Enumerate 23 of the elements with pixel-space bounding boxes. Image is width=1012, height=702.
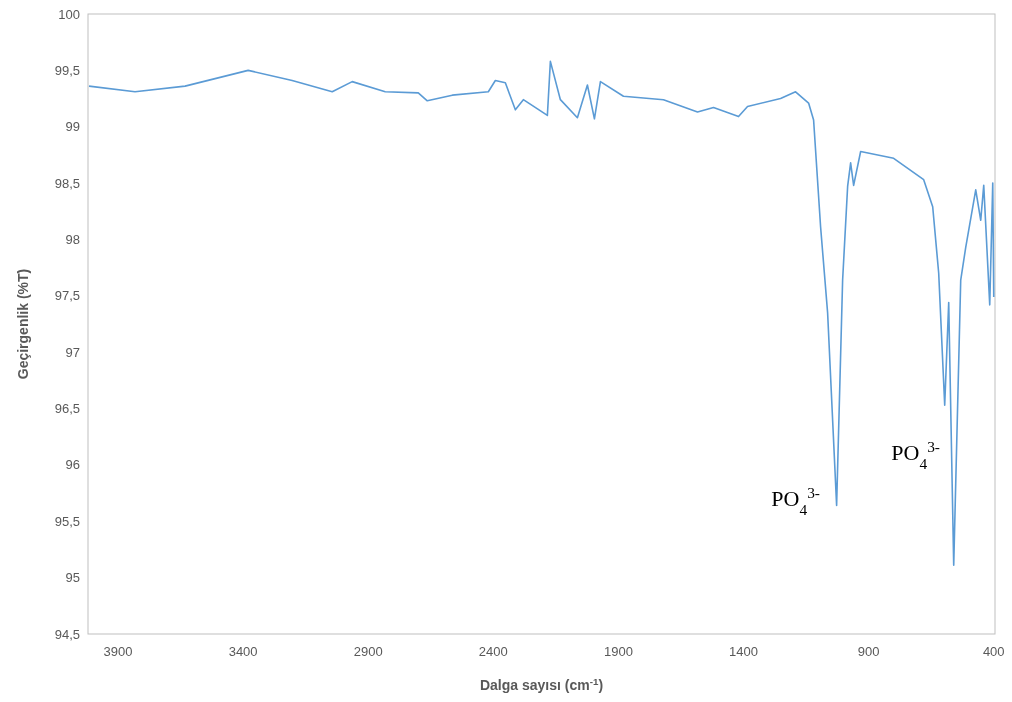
x-tick-label: 900 bbox=[857, 644, 880, 659]
x-tick-label: 3900 bbox=[103, 644, 133, 659]
y-tick-label: 95 bbox=[65, 570, 80, 586]
x-tick-label: 1400 bbox=[729, 644, 758, 659]
x-tick-label: 3400 bbox=[228, 644, 258, 659]
y-tick-label: 97,5 bbox=[54, 288, 80, 304]
y-tick-label: 99,5 bbox=[54, 62, 80, 78]
y-tick-label: 96 bbox=[65, 457, 80, 473]
x-tick-label: 400 bbox=[982, 644, 1005, 659]
y-tick-label: 94,5 bbox=[54, 626, 80, 642]
y-tick-label: 96,5 bbox=[54, 401, 80, 417]
y-tick-label: 98,5 bbox=[54, 175, 80, 191]
y-tick-label: 98 bbox=[65, 232, 80, 247]
x-tick-label: 2400 bbox=[478, 644, 508, 659]
x-axis-title: Dalga sayısı (cm$^{-1}$) bbox=[479, 675, 604, 693]
x-tick-label: 2900 bbox=[353, 644, 383, 659]
line-series bbox=[88, 60, 995, 567]
y-tick-label: 97 bbox=[65, 344, 80, 360]
y-tick-label: 100 bbox=[58, 6, 80, 22]
y-tick-label: 95,5 bbox=[54, 513, 80, 529]
y-axis-title: Geçirgenlik (%T) bbox=[15, 268, 31, 380]
y-tick-label: 99 bbox=[65, 119, 80, 135]
x-tick-label: 1900 bbox=[603, 644, 633, 659]
